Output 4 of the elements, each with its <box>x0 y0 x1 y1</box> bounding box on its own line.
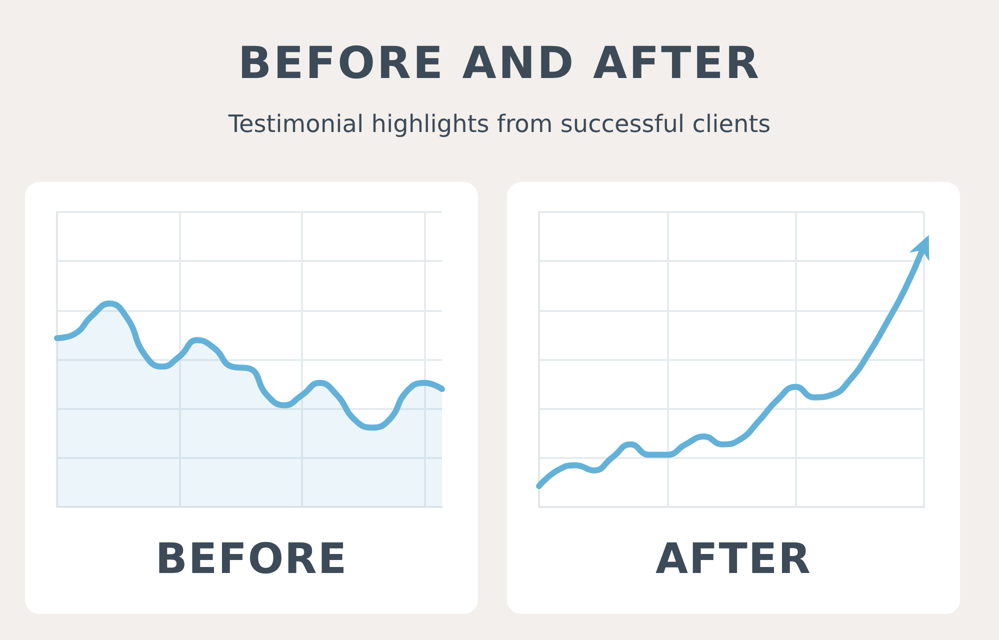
text: Testimonial highlights from successful clients <box>227 110 772 138</box>
x-axis-title: BEFORE <box>154 534 349 583</box>
x-axis-title: AFTER <box>654 534 812 583</box>
chart-title: BEFORE AND AFTER <box>236 38 762 89</box>
